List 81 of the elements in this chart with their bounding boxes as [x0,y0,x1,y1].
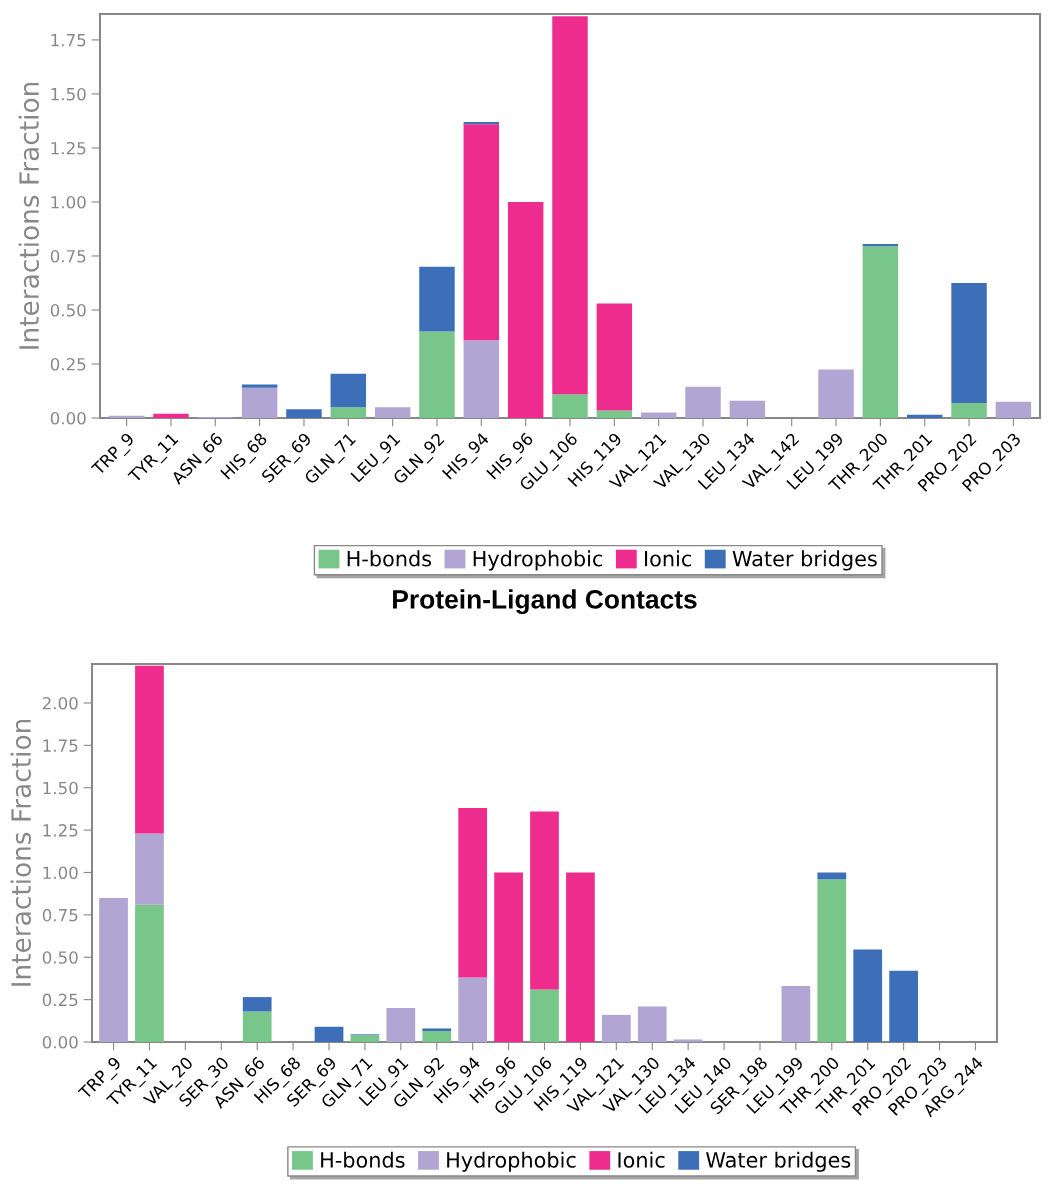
bar [673,1039,703,1042]
bar [817,872,847,880]
bar [818,369,854,418]
y-tick-label: 0.50 [50,303,86,317]
bar [853,949,883,1042]
legend-label: H-bonds [347,550,432,567]
chart-title: Protein-Ligand Contacts [393,589,697,615]
bar [422,1028,452,1031]
legend-label: Hydrophobic [473,550,603,571]
bar [419,331,455,418]
y-tick-label: 1.00 [43,866,78,880]
bar [637,1006,667,1042]
bar [463,124,500,341]
bar [99,897,128,1042]
y-tick-label: 0.25 [50,357,86,371]
bar [330,407,367,418]
bar [153,413,189,418]
y-tick-label: 0.50 [42,951,78,964]
bar [458,977,488,1042]
bar [507,201,544,418]
bar [862,246,899,418]
bar [135,833,164,905]
legend-label: Ionic [618,1151,665,1168]
bar [596,303,633,411]
bar [330,373,367,408]
y-tick-label: 1.25 [51,141,86,155]
bar [135,665,164,834]
y-tick-label: 1.75 [51,34,86,47]
bar [640,412,677,418]
bar [530,811,559,990]
bar [386,1008,416,1042]
bar [242,1011,272,1042]
bar [419,266,455,332]
y-axis-title: Interactions Fraction [18,82,40,349]
bar [601,1014,631,1042]
legend-label: H-bonds [321,1151,405,1168]
y-tick-label: 0.00 [50,411,86,425]
bar [458,808,488,978]
bar [241,384,278,388]
legend-label: Water bridges [706,1151,851,1172]
bar [781,986,811,1042]
bar [596,410,633,418]
y-tick-label: 0.75 [50,249,86,263]
y-tick-label: 1.75 [43,739,78,752]
y-tick-label: 2.00 [42,696,78,710]
y-tick-label: 0.75 [42,908,78,922]
bar [995,401,1032,418]
bar [530,989,559,1042]
bar [817,879,847,1042]
bar [729,400,766,418]
bar [951,402,987,418]
bar [422,1030,452,1042]
bar [314,1026,344,1042]
bar [552,394,588,418]
bar [463,122,500,125]
legend-label: Ionic [645,550,692,567]
y-axis-title: Interactions Fraction [10,719,32,986]
legend-label: Hydrophobic [447,1151,576,1172]
bar [951,282,987,403]
y-tick-label: 1.25 [43,824,78,837]
bar [552,16,588,395]
bar [566,872,595,1042]
bar [889,970,918,1042]
bar [494,872,523,1042]
bar [286,409,322,418]
bar [463,340,500,418]
legend-label: Water bridges [732,550,877,571]
bar [906,414,943,418]
bar [242,997,272,1012]
bar [350,1035,380,1042]
bar [108,415,145,418]
bar [135,904,164,1042]
bar [241,387,278,418]
bar [685,386,721,418]
bar [862,244,899,247]
y-tick-label: 1.00 [51,195,86,209]
y-tick-label: 1.50 [43,781,78,795]
y-tick-label: 0.00 [42,1035,78,1049]
bar [374,407,411,418]
y-tick-label: 1.50 [51,87,86,101]
y-tick-label: 0.25 [42,993,78,1007]
